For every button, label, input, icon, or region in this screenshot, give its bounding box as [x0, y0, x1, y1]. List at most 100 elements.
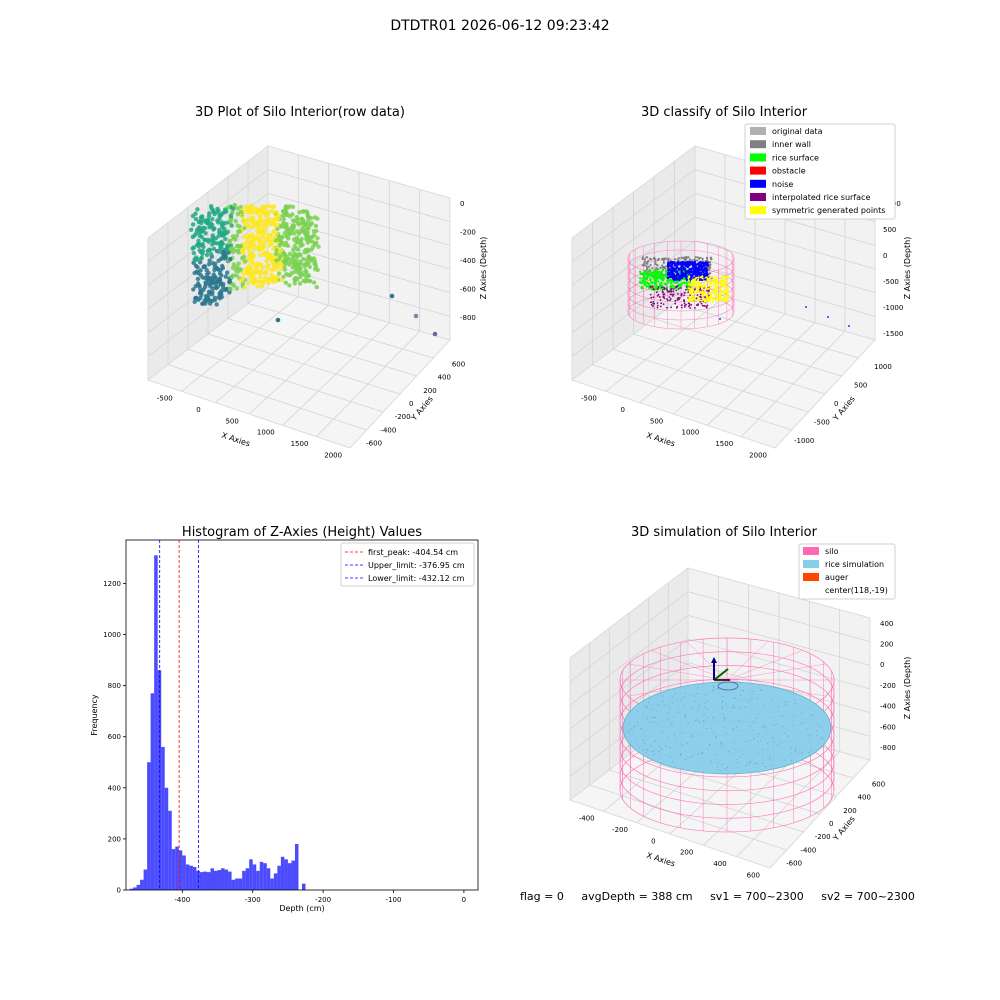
raw-point [257, 240, 262, 245]
symmetric-generated-point [713, 284, 716, 287]
symmetric-generated-point [715, 289, 718, 292]
rice-simulation-point [677, 707, 679, 710]
symmetric-generated-point [721, 278, 724, 282]
raw-point [277, 254, 283, 259]
histogram-bar [150, 693, 155, 890]
symmetric-generated-point [723, 284, 727, 287]
rice-simulation-point [745, 765, 747, 767]
rice-simulation-point [634, 725, 636, 727]
rice-surface-point [649, 278, 652, 282]
z-axis-label: Z Axies (Depth) [479, 237, 488, 300]
symmetric-generated-point [721, 297, 724, 300]
raw-point [242, 241, 247, 247]
symmetric-generated-point [700, 285, 703, 288]
rice-simulation-point [733, 704, 735, 706]
noise-point [695, 274, 698, 277]
noise-point [677, 268, 681, 271]
legend-label: original data [772, 127, 823, 136]
symmetric-generated-point [698, 291, 702, 294]
x-tick-label: 200 [680, 849, 693, 857]
histogram-bar [164, 787, 169, 890]
rice-surface-point [658, 270, 661, 274]
raw-point [195, 207, 200, 212]
raw-point [283, 280, 288, 285]
rice-simulation-point [632, 730, 634, 732]
noise-point [666, 265, 670, 268]
rice-simulation-point [743, 753, 745, 755]
rice-simulation-point [761, 762, 763, 765]
symmetric-generated-point [723, 289, 726, 292]
raw-point [299, 270, 304, 275]
chart-title: Histogram of Z-Axies (Height) Values [182, 525, 422, 540]
rice-simulation-point [719, 742, 722, 744]
raw-point [215, 206, 220, 212]
raw-point [284, 257, 290, 263]
raw-point [210, 242, 215, 247]
x-tick-label: 1000 [682, 429, 700, 437]
rice-simulation-point [697, 687, 699, 689]
rice-simulation-point [650, 744, 652, 747]
noise-point [701, 270, 705, 274]
z-tick-label: 200 [880, 641, 893, 649]
interpolated-rice-point [649, 285, 652, 288]
noise-point [681, 263, 685, 266]
rice-simulation-point [653, 754, 655, 756]
raw-point [262, 244, 267, 249]
y-tick-label: 0 [829, 820, 833, 828]
rice-simulation-point [691, 734, 693, 737]
chart-title: 3D classify of Silo Interior [641, 105, 808, 120]
symmetric-generated-point [719, 281, 722, 284]
symmetric-generated-point [713, 287, 716, 290]
raw-point [196, 238, 201, 243]
rice-surface-point [647, 282, 651, 285]
interpolated-rice-point [656, 304, 659, 307]
y-axis-label: Frequency [90, 694, 99, 736]
rice-surface-point [645, 281, 649, 284]
rice-surface-point [659, 287, 662, 290]
legend-swatch [750, 193, 766, 201]
rice-simulation-point [767, 749, 769, 751]
interpolated-rice-point [659, 299, 662, 301]
raw-point [290, 224, 295, 229]
rice-simulation-point [646, 751, 648, 753]
raw-point [221, 232, 226, 237]
raw-point-cloud [189, 202, 321, 307]
rice-simulation-point [792, 724, 795, 726]
grid-line [740, 331, 846, 437]
x-tick-label: 500 [225, 417, 238, 425]
raw-point [217, 271, 223, 276]
rice-simulation-point [637, 710, 639, 713]
rice-simulation-point [742, 689, 745, 692]
raw-point [254, 245, 260, 250]
raw-point [315, 236, 320, 241]
inner-wall-point [673, 258, 677, 261]
raw-point [234, 286, 240, 291]
rice-simulation-point [646, 707, 648, 709]
histogram-bar [266, 868, 271, 890]
interpolated-rice-point [694, 307, 696, 309]
symmetric-generated-point [714, 281, 717, 284]
z-tick-label: -400 [460, 257, 476, 265]
raw-point [268, 232, 273, 238]
raw-point [224, 287, 229, 292]
footer-status: flag = 0 avgDepth = 388 cm sv1 = 700~230… [520, 890, 929, 903]
rice-simulation-point [684, 714, 687, 716]
rice-simulation-point [646, 749, 648, 751]
rice-simulation-point [725, 703, 727, 705]
rice-simulation-point [782, 725, 784, 728]
x-tick-label: 1500 [291, 440, 309, 448]
rice-simulation-point [736, 758, 738, 760]
rice-simulation-point [690, 707, 692, 709]
rice-simulation-point [658, 757, 660, 759]
symmetric-generated-point [708, 292, 711, 295]
rice-simulation-point [781, 715, 783, 717]
auger-marker [717, 681, 739, 691]
rice-simulation-point [733, 728, 735, 730]
inner-wall-point [662, 261, 665, 264]
rice-surface-point [640, 286, 643, 289]
rice-simulation-point [671, 695, 673, 698]
rice-simulation-point [696, 693, 698, 695]
rice-simulation-point [657, 722, 659, 724]
histogram-bar [182, 855, 186, 890]
rice-simulation-point [703, 722, 705, 724]
